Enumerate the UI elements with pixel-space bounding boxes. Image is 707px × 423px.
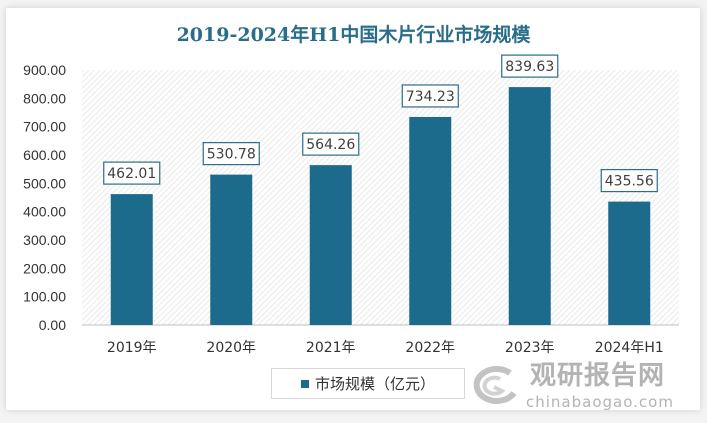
data-label: 462.01 bbox=[107, 166, 156, 182]
data-label-box bbox=[202, 142, 260, 166]
y-tick-label: 100.00 bbox=[23, 289, 66, 305]
bar bbox=[508, 87, 551, 326]
y-tick-label: 300.00 bbox=[23, 232, 66, 248]
bar bbox=[608, 201, 651, 325]
data-label: 530.78 bbox=[207, 147, 256, 163]
bar bbox=[210, 174, 253, 325]
y-tick-label: 400.00 bbox=[23, 204, 66, 220]
data-label-box bbox=[501, 54, 559, 78]
chart-title: 2019-2024年H1中国木片行业市场规模 bbox=[176, 24, 531, 46]
data-label: 435.56 bbox=[605, 174, 654, 190]
watermark: 观研报告网 chinabaogao.com bbox=[468, 361, 683, 421]
data-label-box bbox=[302, 132, 360, 156]
y-tick-label: 200.00 bbox=[23, 260, 66, 276]
y-tick-label: 600.00 bbox=[23, 147, 66, 163]
y-tick-label: 700.00 bbox=[23, 119, 66, 135]
x-tick-label: 2024年H1 bbox=[595, 340, 664, 356]
y-tick-label: 900.00 bbox=[23, 62, 66, 78]
x-tick-label: 2022年 bbox=[405, 340, 455, 356]
data-label-box bbox=[600, 168, 658, 193]
bar bbox=[409, 116, 452, 325]
data-label: 564.26 bbox=[306, 137, 355, 153]
data-label: 734.23 bbox=[406, 89, 455, 105]
data-label: 839.63 bbox=[505, 59, 554, 75]
watermark-cn: 观研报告网 bbox=[530, 361, 666, 391]
x-tick-label: 2019年 bbox=[107, 340, 157, 356]
y-tick-label: 800.00 bbox=[23, 90, 66, 106]
bar bbox=[110, 194, 153, 325]
x-tick-label: 2023年 bbox=[505, 340, 555, 356]
data-label-box bbox=[401, 84, 459, 108]
y-tick-label: 0.00 bbox=[39, 317, 66, 333]
plot-area bbox=[82, 70, 679, 325]
watermark-en: chinabaogao.com bbox=[526, 393, 674, 411]
x-tick-label: 2020年 bbox=[206, 340, 256, 356]
watermark-logo-icon bbox=[473, 365, 517, 404]
x-tick-label: 2021年 bbox=[306, 340, 356, 356]
legend: 市场规模（亿元） bbox=[271, 368, 465, 399]
legend-swatch bbox=[300, 379, 309, 388]
bar bbox=[309, 165, 352, 325]
legend-label: 市场规模（亿元） bbox=[314, 375, 435, 393]
data-label-box bbox=[103, 161, 161, 185]
y-tick-label: 500.00 bbox=[23, 175, 66, 191]
